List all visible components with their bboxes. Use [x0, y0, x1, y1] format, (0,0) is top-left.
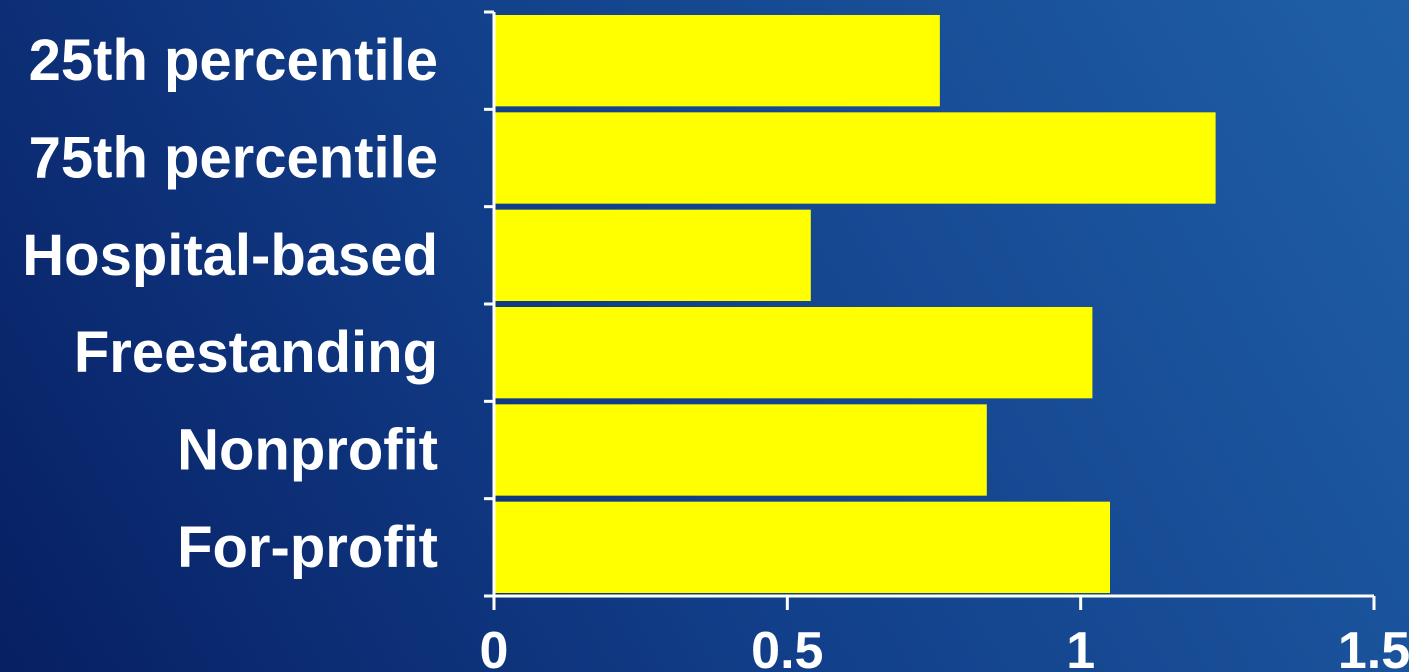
bar-nonprofit	[494, 404, 987, 496]
x-tick-label: 1.5	[1338, 622, 1409, 672]
x-tick-label: 1	[1066, 622, 1095, 672]
category-label: Nonprofit	[177, 418, 438, 483]
bar-75th-percentile	[494, 112, 1216, 204]
bar-25th-percentile	[494, 15, 940, 107]
category-label: For-profit	[177, 515, 438, 580]
category-label: 75th percentile	[29, 126, 438, 191]
category-label: Freestanding	[74, 320, 438, 385]
category-label: 25th percentile	[29, 28, 438, 93]
x-tick-label: 0	[480, 622, 509, 672]
category-label: Hospital-based	[22, 223, 438, 288]
x-tick-label: 0.5	[751, 622, 823, 672]
bar-freestanding	[494, 307, 1093, 399]
bar-hospital-based	[494, 209, 811, 301]
bar-for-profit	[494, 501, 1110, 593]
